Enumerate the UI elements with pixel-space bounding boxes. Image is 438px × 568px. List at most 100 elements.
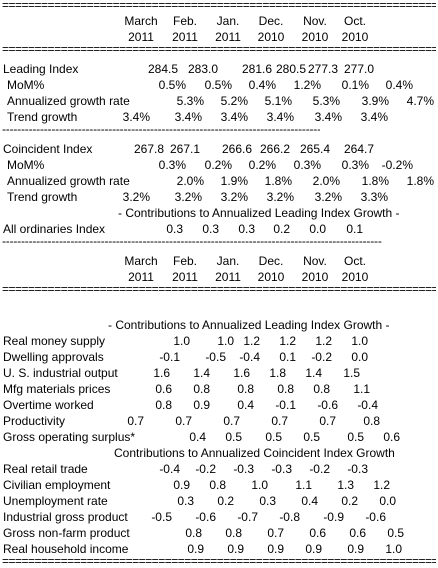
coincident-trend-value: 3.2% [314, 190, 342, 204]
coincident-mom-value: 0.3% [341, 158, 369, 172]
coincident-index-value: 266.6 [221, 142, 252, 156]
cell-value: 0.7 [175, 414, 192, 428]
cell-value: 0.5 [225, 430, 242, 444]
cell-value: 0.1 [279, 350, 296, 364]
coincident-index-value: 265.4 [299, 142, 330, 156]
all-ordinaries-value: 0.3 [166, 222, 183, 236]
coincident-trend-value: 3.2% [174, 190, 202, 204]
coincident-trend-value: 3.2% [266, 190, 294, 204]
header-month: Jan. [216, 14, 240, 28]
cell-value: 0.6 [309, 526, 326, 540]
header-month: March [124, 254, 158, 268]
cell-value: 1.8 [269, 366, 286, 380]
cell-value: 1.0 [385, 542, 402, 556]
cell-value: 1.4 [193, 366, 210, 380]
cell-value: 0.4 [189, 430, 206, 444]
cell-value: 1.0 [251, 478, 268, 492]
header-year: 2010 [341, 270, 369, 284]
cell-value: 0.7 [267, 526, 284, 540]
header-year: 2010 [301, 30, 329, 44]
cell-value: 0.9 [173, 478, 190, 492]
cell-value: 0.8 [237, 382, 254, 396]
leading-trend-value: 3.4% [314, 110, 342, 124]
cell-value: 0.5 [347, 430, 364, 444]
cell-value: -0.6 [317, 398, 338, 412]
contributions-leading-heading: - Contributions to Annualized Leading In… [108, 318, 390, 332]
leading-mom-label: MoM% [7, 78, 45, 92]
coincident-mom-value: 0.2% [248, 158, 276, 172]
cell-value: 1.4 [305, 366, 322, 380]
coincident-trend-value: 3.2% [220, 190, 248, 204]
cell-value: 0.2 [341, 494, 358, 508]
cell-value: -0.4 [159, 462, 180, 476]
coincident-mom-value: 0.3% [158, 158, 186, 172]
header-month: March [124, 14, 158, 28]
cell-value: 1.2 [243, 334, 260, 348]
leading-trend-label: Trend growth [7, 110, 78, 124]
leading-mom-value: 0.4% [248, 78, 276, 92]
leading-index-value: 280.5 [275, 62, 306, 76]
leading-agr-label: Annualized growth rate [7, 94, 130, 108]
coincident-mom-label: MoM% [7, 158, 45, 172]
cell-value: -0.1 [159, 350, 180, 364]
cell-value: 0.2 [217, 494, 234, 508]
cell-value: 0.9 [193, 398, 210, 412]
cell-value: 0.8 [209, 478, 226, 492]
cell-value: 0.7 [319, 414, 336, 428]
cell-value: 0.7 [223, 414, 240, 428]
row-label: Productivity [3, 414, 66, 428]
double-rule: ========================================… [2, 282, 436, 296]
row-label: Industrial gross product [3, 510, 128, 524]
contributions-leading-heading: - Contributions to Annualized Leading In… [118, 206, 400, 220]
leading-index-value: 284.5 [147, 62, 178, 76]
coincident-index-label: Coincident Index [3, 142, 93, 156]
header-year: 2010 [257, 30, 285, 44]
coincident-index-value: 264.7 [343, 142, 374, 156]
cell-value: -0.4 [239, 350, 260, 364]
cell-value: 0.9 [187, 542, 204, 556]
header-month: Oct. [343, 254, 366, 268]
coincident-index-value: 267.8 [133, 142, 164, 156]
cell-value: 1.1 [353, 382, 370, 396]
leading-mom-value: 1.2% [293, 78, 321, 92]
cell-value: 1.3 [337, 478, 354, 492]
cell-value: -0.2 [195, 462, 216, 476]
row-label: Real money supply [3, 334, 106, 348]
coincident-agr-label: Annualized growth rate [7, 174, 130, 188]
cell-value: 0.5 [265, 430, 282, 444]
leading-index-value: 281.6 [241, 62, 272, 76]
coincident-agr-value: 2.0% [312, 174, 340, 188]
all-ordinaries-label: All ordinaries Index [3, 222, 106, 236]
cell-value: 1.5 [343, 366, 360, 380]
coincident-agr-value: 1.8% [361, 174, 389, 188]
cell-value: 1.0 [217, 334, 234, 348]
all-ordinaries-value: 0.3 [202, 222, 219, 236]
double-rule-bottom: ========================================… [2, 554, 436, 568]
header-month: Oct. [343, 14, 366, 28]
coincident-mom-value: 0.2% [204, 158, 232, 172]
leading-agr-value: 5.1% [264, 94, 292, 108]
cell-value: -0.6 [365, 510, 386, 524]
cell-value: 0.0 [379, 494, 396, 508]
cell-value: 0.8 [277, 382, 294, 396]
row-label: Gross non-farm product [3, 526, 130, 540]
leading-trend-value: 3.4% [122, 110, 150, 124]
cell-value: 0.4 [301, 494, 318, 508]
leading-trend-value: 3.4% [220, 110, 248, 124]
all-ordinaries-value: 0.3 [238, 222, 255, 236]
leading-trend-value: 3.4% [266, 110, 294, 124]
header-year: 2011 [128, 30, 154, 44]
leading-index-label: Leading Index [3, 62, 79, 76]
cell-value: -0.2 [311, 350, 332, 364]
cell-value: 1.6 [233, 366, 250, 380]
header-month: Nov. [303, 14, 327, 28]
leading-mom-value: 0.1% [341, 78, 369, 92]
row-label: Gross operating surplus* [3, 430, 136, 444]
cell-value: 0.4 [237, 398, 254, 412]
cell-value: 1.2 [373, 478, 390, 492]
header-year: 2011 [128, 270, 154, 284]
leading-agr-value: 5.2% [220, 94, 248, 108]
cell-value: -0.1 [275, 398, 296, 412]
leading-agr-value: 5.3% [176, 94, 204, 108]
row-label: Overtime worked [3, 398, 94, 412]
